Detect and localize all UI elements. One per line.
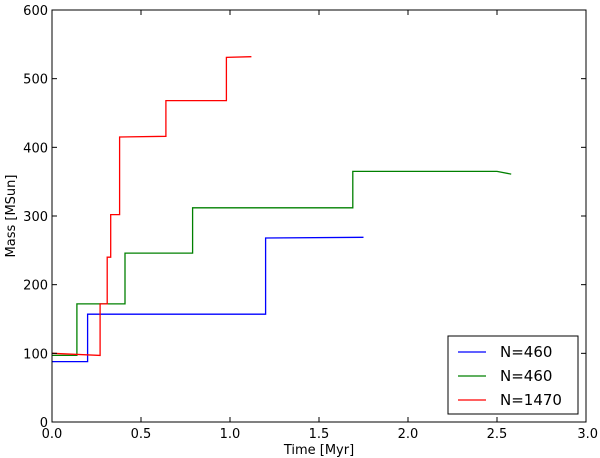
y-tick-label: 300 — [23, 210, 48, 225]
x-tick-label: 3.0 — [577, 427, 598, 442]
tick-layer: 0.0 0.5 1.0 1.5 2.0 2.5 3.0 0 100 200 300 400 500 600 — [23, 4, 598, 442]
legend: N=460 N=460 N=1470 — [447, 335, 579, 415]
series-line-1 — [52, 170, 512, 357]
x-tick-label: 0.0 — [42, 427, 63, 442]
x-tick-label: 2.5 — [487, 427, 508, 442]
x-tick-label: 1.5 — [309, 427, 330, 442]
y-tick-label: 0 — [40, 416, 48, 431]
series-layer — [51, 56, 512, 363]
legend-label-0: N=460 — [500, 343, 552, 361]
x-tick-label: 1.0 — [220, 427, 241, 442]
series-line-2 — [51, 56, 252, 357]
y-tick-label: 500 — [23, 73, 48, 88]
y-axis-label: Mass [MSun] — [4, 175, 19, 258]
y-tick-label: 400 — [23, 141, 48, 156]
series-line-0 — [52, 236, 364, 363]
legend-box — [447, 335, 579, 415]
y-tick-label: 100 — [23, 347, 48, 362]
x-tick-label: 2.0 — [398, 427, 419, 442]
y-tick-label: 600 — [23, 4, 48, 19]
y-tick-label: 200 — [23, 279, 48, 294]
x-tick-label: 0.5 — [131, 427, 152, 442]
legend-label-2: N=1470 — [500, 391, 562, 409]
legend-label-1: N=460 — [500, 367, 552, 385]
x-axis-label: Time [Myr] — [283, 443, 354, 458]
